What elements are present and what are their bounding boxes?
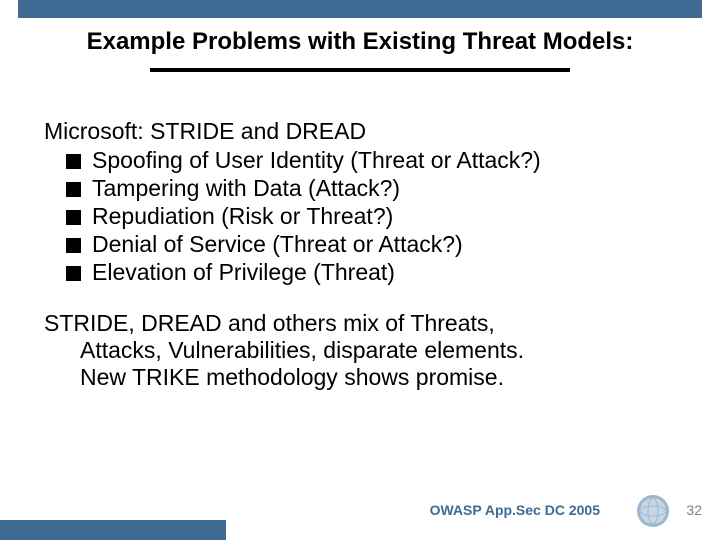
paragraph-line: New TRIKE methodology shows promise. (80, 364, 676, 391)
square-bullet-icon (66, 182, 81, 197)
square-bullet-icon (66, 210, 81, 225)
title-underline (150, 68, 570, 72)
list-item: Spoofing of User Identity (Threat or Att… (66, 147, 676, 174)
title-area: Example Problems with Existing Threat Mo… (50, 28, 670, 72)
square-bullet-icon (66, 266, 81, 281)
paragraph-line: Attacks, Vulnerabilities, disparate elem… (80, 337, 676, 364)
bullet-text: Denial of Service (Threat or Attack?) (92, 231, 463, 257)
slide: Example Problems with Existing Threat Mo… (0, 0, 720, 540)
footer-accent-bar (0, 520, 226, 540)
body-area: Microsoft: STRIDE and DREAD Spoofing of … (44, 118, 676, 391)
list-item: Denial of Service (Threat or Attack?) (66, 231, 676, 258)
body-paragraph: STRIDE, DREAD and others mix of Threats,… (44, 310, 676, 391)
bullet-text: Spoofing of User Identity (Threat or Att… (92, 147, 541, 173)
list-item: Repudiation (Risk or Threat?) (66, 203, 676, 230)
globe-icon (636, 494, 670, 528)
bullet-list: Spoofing of User Identity (Threat or Att… (66, 147, 676, 286)
body-heading: Microsoft: STRIDE and DREAD (44, 118, 676, 145)
paragraph-line: STRIDE, DREAD and others mix of Threats, (44, 310, 495, 336)
bullet-text: Tampering with Data (Attack?) (92, 175, 400, 201)
footer-text: OWASP App.Sec DC 2005 (430, 502, 600, 518)
top-accent-bar (18, 0, 702, 18)
list-item: Elevation of Privilege (Threat) (66, 259, 676, 286)
bullet-text: Repudiation (Risk or Threat?) (92, 203, 393, 229)
bullet-text: Elevation of Privilege (Threat) (92, 259, 395, 285)
square-bullet-icon (66, 238, 81, 253)
slide-title: Example Problems with Existing Threat Mo… (50, 28, 670, 56)
list-item: Tampering with Data (Attack?) (66, 175, 676, 202)
square-bullet-icon (66, 154, 81, 169)
page-number: 32 (686, 502, 702, 518)
